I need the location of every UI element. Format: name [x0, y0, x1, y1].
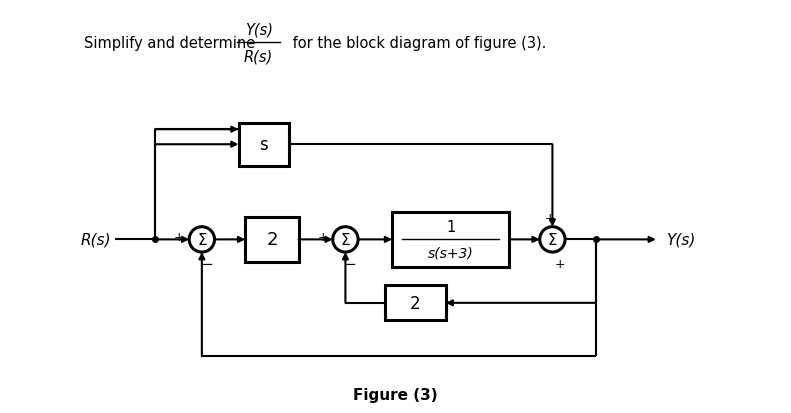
Text: 2: 2 [411, 294, 421, 312]
Text: Simplify and determine: Simplify and determine [84, 36, 255, 51]
Text: $\Sigma$: $\Sigma$ [196, 232, 207, 248]
Bar [385, 286, 445, 320]
Text: Y(s): Y(s) [666, 233, 695, 247]
Bar [239, 123, 289, 166]
Text: for the block diagram of figure (3).: for the block diagram of figure (3). [288, 36, 547, 51]
Text: $\Sigma$: $\Sigma$ [547, 232, 558, 248]
Text: Figure (3): Figure (3) [354, 387, 437, 402]
Bar [392, 213, 509, 267]
Text: +: + [317, 230, 328, 244]
Text: +: + [544, 211, 555, 224]
Text: −: − [200, 256, 213, 271]
Text: s(s+3): s(s+3) [428, 246, 474, 260]
Text: −: − [344, 256, 357, 271]
Text: 1: 1 [446, 220, 455, 235]
Text: +: + [555, 257, 566, 270]
Text: R(s): R(s) [81, 233, 112, 247]
Text: +: + [174, 230, 184, 244]
Text: $\Sigma$: $\Sigma$ [340, 232, 350, 248]
Text: s: s [259, 136, 268, 154]
Text: 2: 2 [267, 231, 278, 249]
Bar [245, 217, 299, 262]
Text: R(s): R(s) [244, 49, 273, 64]
Text: Y(s): Y(s) [244, 22, 273, 38]
